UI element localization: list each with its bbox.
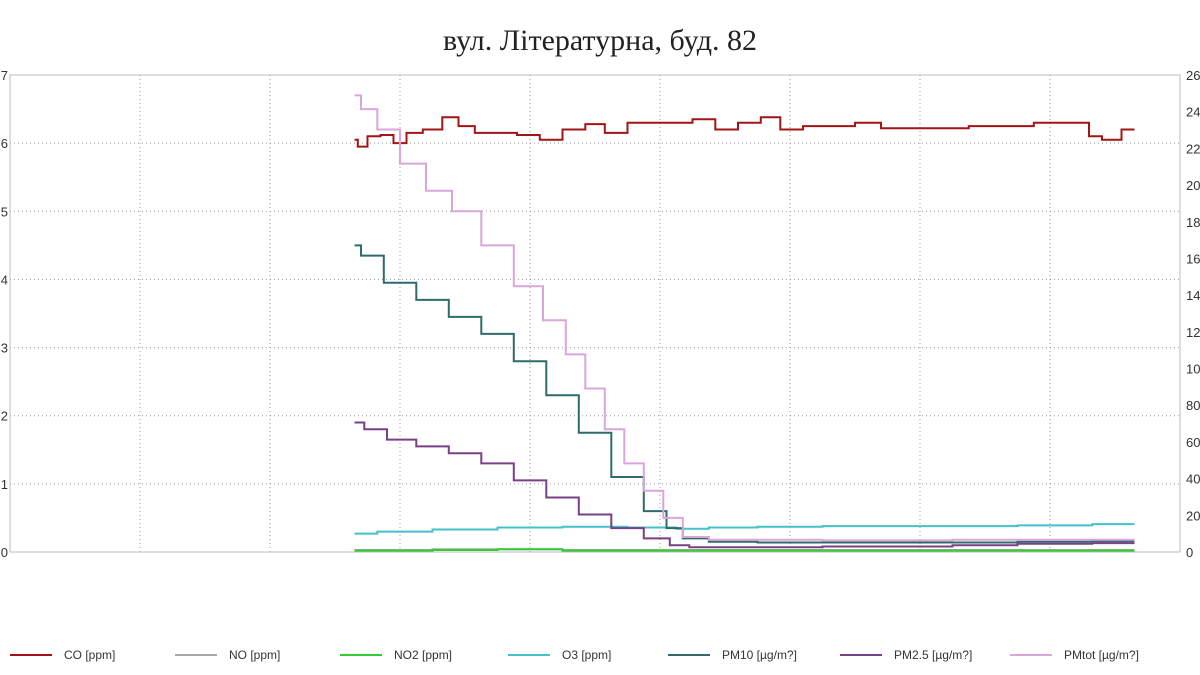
y-right-tick-label: 0: [1186, 545, 1193, 560]
y-left-tick-label: 3: [1, 341, 8, 356]
legend-swatch: [175, 654, 217, 656]
y-right-tick-label: 12: [1186, 325, 1200, 340]
y-right-tick-label: 80: [1186, 398, 1200, 413]
y-left-tick-label: 2: [1, 409, 8, 424]
plot-frame: [9, 74, 1181, 553]
legend-swatch: [840, 654, 882, 656]
y-right-tick-label: 14: [1186, 288, 1200, 303]
legend-swatch: [10, 654, 52, 656]
y-axis-right: 0 20 40 60 80 10 12 14 16 18 20 22 24 26: [1186, 68, 1200, 560]
legend-label: O3 [ppm]: [562, 648, 612, 662]
legend-label: NO [ppm]: [229, 648, 281, 662]
chart-title: вул. Літературна, буд. 82: [442, 24, 758, 57]
y-right-tick-label: 24: [1186, 105, 1200, 120]
legend-item: CO [ppm]: [10, 645, 115, 665]
y-left-tick-label: 1: [1, 477, 8, 492]
y-right-tick-label: 16: [1186, 251, 1200, 266]
y-axis-left: 0 1 2 3 4 5 6 7: [1, 68, 8, 560]
legend-label: NO2 [ppm]: [394, 648, 453, 662]
legend-item: PMtot [µg/m?]: [1010, 645, 1139, 665]
y-right-tick-label: 18: [1186, 215, 1200, 230]
y-right-tick-label: 20: [1186, 178, 1200, 193]
legend-label: PM2.5 [µg/m?]: [894, 648, 973, 662]
series-line: [354, 116, 1135, 148]
y-left-tick-label: 6: [1, 136, 8, 151]
y-right-tick-label: 26: [1186, 68, 1200, 83]
y-left-tick-label: 7: [1, 68, 8, 83]
series-line: [354, 523, 1135, 535]
series-line: [354, 94, 1135, 542]
y-left-tick-label: 0: [1, 545, 8, 560]
legend-label: PM10 [µg/m?]: [722, 648, 797, 662]
legend-item: O3 [ppm]: [508, 645, 611, 665]
legend-item: PM10 [µg/m?]: [668, 645, 797, 665]
y-right-tick-label: 10: [1186, 362, 1200, 377]
y-left-tick-label: 5: [1, 204, 8, 219]
legend-item: PM2.5 [µg/m?]: [840, 645, 972, 665]
y-right-tick-label: 22: [1186, 141, 1200, 156]
legend-item: NO [ppm]: [175, 645, 280, 665]
legend-swatch: [340, 654, 382, 656]
series-lines: [354, 94, 1135, 552]
y-right-tick-label: 20: [1186, 508, 1200, 523]
y-right-tick-label: 60: [1186, 435, 1200, 450]
legend-swatch: [1010, 654, 1052, 656]
legend-swatch: [668, 654, 710, 656]
y-right-tick-label: 40: [1186, 472, 1200, 487]
legend-swatch: [508, 654, 550, 656]
legend-item: NO2 [ppm]: [340, 645, 452, 665]
series-line: [354, 421, 1135, 549]
legend-label: PMtot [µg/m?]: [1064, 648, 1139, 662]
grid-vertical: [139, 75, 1051, 552]
legend-label: CO [ppm]: [64, 648, 116, 662]
y-left-tick-label: 4: [1, 272, 8, 287]
series-line: [354, 548, 1135, 552]
grid-horizontal: [10, 142, 1180, 485]
series-line: [354, 244, 1135, 544]
